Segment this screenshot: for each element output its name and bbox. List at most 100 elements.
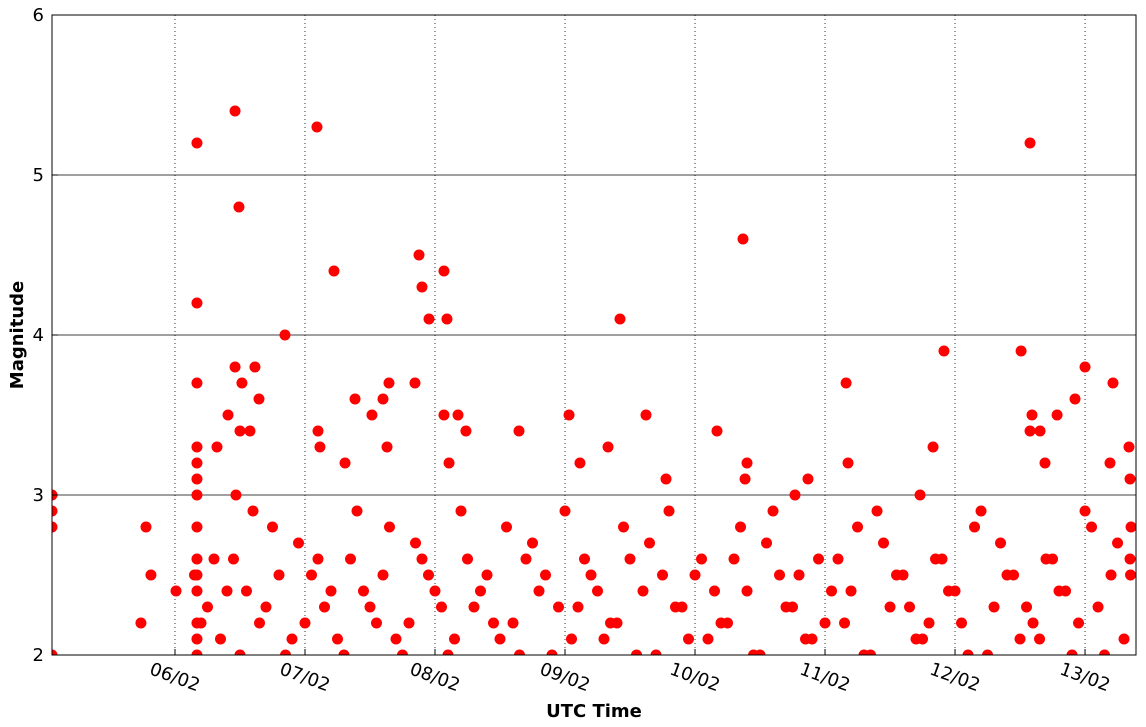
point [191, 521, 203, 533]
point [689, 569, 701, 581]
point [774, 569, 786, 581]
point [416, 281, 428, 293]
point [195, 617, 207, 629]
point [279, 329, 291, 341]
point [299, 617, 311, 629]
point [663, 505, 675, 517]
point [273, 569, 285, 581]
point [191, 377, 203, 389]
x-tick-label: 12/02 [927, 659, 983, 696]
point [230, 489, 242, 501]
point [754, 649, 766, 655]
point [222, 409, 234, 421]
point [914, 489, 926, 501]
point [191, 633, 203, 645]
point [413, 249, 425, 261]
point [438, 265, 450, 277]
point [566, 633, 578, 645]
point [236, 377, 248, 389]
point [312, 553, 324, 565]
point [423, 569, 435, 581]
point [806, 633, 818, 645]
point [475, 585, 487, 597]
point [640, 409, 652, 421]
point [1069, 393, 1081, 405]
point [709, 585, 721, 597]
y-axis-label: Magnitude [7, 281, 28, 389]
point [637, 585, 649, 597]
point [546, 649, 558, 655]
point [563, 409, 575, 421]
point [436, 601, 448, 613]
point [52, 521, 58, 533]
point [52, 505, 58, 517]
point [878, 537, 890, 549]
point [789, 489, 801, 501]
point [1015, 345, 1027, 357]
point [397, 649, 408, 655]
point [481, 569, 493, 581]
point [240, 585, 252, 597]
point [286, 633, 298, 645]
point [1079, 361, 1091, 373]
point [381, 441, 393, 453]
point [191, 553, 203, 565]
point [1123, 441, 1135, 453]
y-tick-label: 3 [33, 485, 44, 506]
point [1034, 633, 1046, 645]
point [520, 553, 532, 565]
point [592, 585, 604, 597]
point [1066, 649, 1078, 655]
point [611, 617, 623, 629]
point [338, 649, 350, 655]
point [711, 425, 723, 437]
point [383, 377, 395, 389]
point [1107, 377, 1119, 389]
point [244, 425, 256, 437]
point [657, 569, 669, 581]
point [845, 585, 857, 597]
point [737, 233, 749, 245]
point [370, 617, 382, 629]
point [1001, 569, 1013, 581]
point [1112, 537, 1124, 549]
point [318, 601, 330, 613]
x-tick-label: 06/02 [147, 659, 203, 696]
point [191, 473, 203, 485]
point [390, 633, 402, 645]
point [247, 505, 259, 517]
point [1092, 601, 1104, 613]
point [349, 393, 361, 405]
point [1104, 457, 1116, 469]
point [331, 633, 343, 645]
point [507, 617, 519, 629]
point [962, 649, 974, 655]
point [455, 505, 467, 517]
point [227, 553, 239, 565]
point [897, 569, 909, 581]
point [871, 505, 883, 517]
x-axis-label: UTC Time [546, 701, 642, 722]
point [377, 393, 389, 405]
point [1125, 569, 1136, 581]
points [52, 105, 1136, 655]
x-tick-label: 09/02 [537, 659, 593, 696]
x-tick-label: 07/02 [277, 659, 333, 696]
point [936, 553, 948, 565]
point [702, 633, 714, 645]
point [344, 553, 356, 565]
point [585, 569, 597, 581]
point [260, 601, 272, 613]
point [214, 633, 226, 645]
point [574, 457, 586, 469]
point [366, 409, 378, 421]
point [644, 537, 656, 549]
x-tick-label: 08/02 [407, 659, 463, 696]
point [1040, 553, 1052, 565]
point [650, 649, 662, 655]
point [423, 313, 435, 325]
point [852, 521, 864, 533]
point [839, 617, 851, 629]
point [927, 441, 939, 453]
point [410, 537, 422, 549]
